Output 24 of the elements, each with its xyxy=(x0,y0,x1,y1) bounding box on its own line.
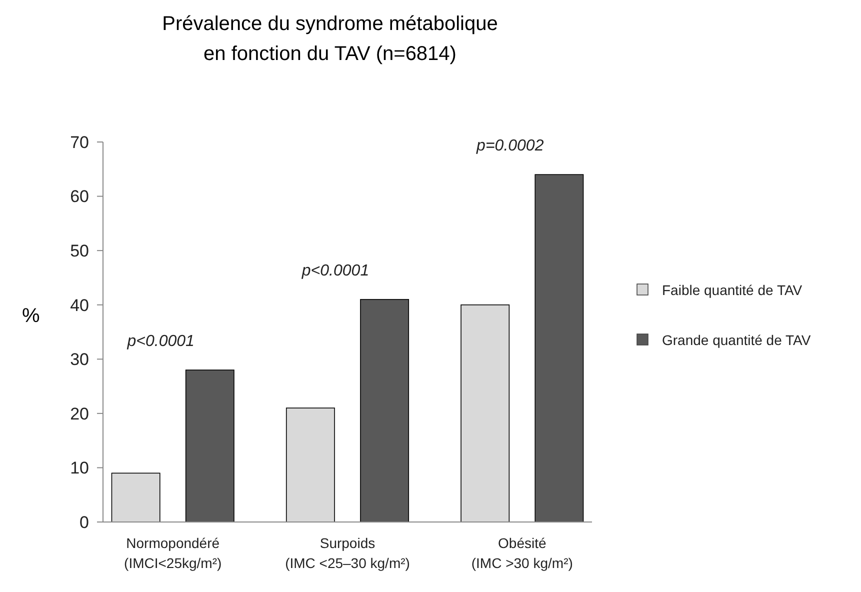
y-tick-label: 50 xyxy=(70,242,89,261)
bar xyxy=(286,408,335,522)
legend-label: Faible quantité de TAV xyxy=(662,282,803,298)
y-tick-label: 70 xyxy=(70,132,89,152)
y-tick-label: 20 xyxy=(70,404,89,424)
y-tick-label: 40 xyxy=(70,296,89,315)
bar xyxy=(534,174,584,522)
annotation: p=0.0002 xyxy=(476,138,544,155)
y-tick-label: 0 xyxy=(80,512,89,532)
bar xyxy=(111,472,160,522)
bar xyxy=(185,370,234,522)
chart-title: Prévalence du syndrome métabolique en fonction du TAV (n=6814) xyxy=(162,13,498,65)
annotation: p<0.0001 xyxy=(126,333,194,350)
y-axis-title: % xyxy=(22,305,40,327)
x-tick-label: Normopondéré (IMCI<25kg/m²) xyxy=(124,535,222,571)
legend-label: Grande quantité de TAV xyxy=(662,332,812,348)
annotation: p<0.0001 xyxy=(300,262,370,280)
x-tick-label: Surpoids (IMC <25–30 kg/m²) xyxy=(285,535,410,571)
y-tick-label: 30 xyxy=(70,350,89,370)
bar xyxy=(460,304,510,522)
y-tick-label: 10 xyxy=(70,458,89,478)
bar xyxy=(360,299,410,522)
x-tick-label: Obésité (IMC >30 kg/m²) xyxy=(471,535,573,571)
y-tick-label: 60 xyxy=(70,187,89,206)
